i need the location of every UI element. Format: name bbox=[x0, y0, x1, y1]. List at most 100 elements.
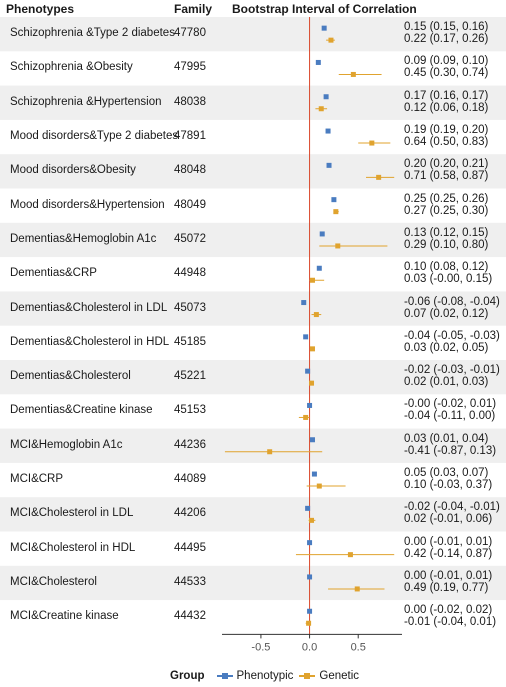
genetic-point bbox=[309, 380, 315, 386]
phenotypic-point bbox=[305, 368, 311, 374]
phenotype-pair-label: MCI&Hemoglobin A1c bbox=[10, 438, 123, 451]
genetic-point bbox=[309, 517, 315, 523]
family-size-label: 44089 bbox=[174, 473, 206, 486]
legend-title: Group bbox=[170, 670, 205, 682]
genetic-interval-text: 0.29 (0.10, 0.80) bbox=[404, 238, 489, 251]
genetic-interval-text: 0.10 (-0.03, 0.37) bbox=[404, 479, 493, 492]
phenotypic-point bbox=[319, 231, 325, 237]
genetic-point bbox=[376, 174, 382, 180]
phenotype-pair-label: Mood disorders&Hypertension bbox=[10, 198, 165, 211]
genetic-point bbox=[333, 209, 339, 215]
genetic-point bbox=[309, 277, 315, 283]
phenotype-pair-label: Dementias&Cholesterol in LDL bbox=[10, 301, 168, 314]
genetic-point bbox=[303, 414, 309, 420]
genetic-interval-text: 0.03 (0.02, 0.05) bbox=[404, 341, 489, 354]
phenotypic-interval-text: 0.19 (0.19, 0.20) bbox=[404, 124, 489, 137]
genetic-interval-text: 0.07 (0.02, 0.12) bbox=[404, 307, 489, 320]
phenotypic-point bbox=[311, 471, 317, 477]
family-size-label: 45221 bbox=[174, 370, 206, 383]
interval-header: Bootstrap Interval of Correlation bbox=[232, 2, 417, 16]
genetic-point bbox=[316, 483, 322, 489]
family-size-label: 45185 bbox=[174, 335, 206, 348]
family-size-label: 45072 bbox=[174, 232, 206, 245]
phenotypic-interval-text: -0.02 (-0.03, -0.01) bbox=[404, 364, 500, 377]
phenotype-pair-label: MCI&Cholesterol in LDL bbox=[10, 507, 134, 520]
phenotype-pair-label: MCI&CRP bbox=[10, 473, 64, 486]
phenotypic-point bbox=[316, 265, 322, 271]
phenotypic-interval-text: 0.25 (0.25, 0.26) bbox=[404, 192, 489, 205]
phenotype-pair-label: Schizophrenia &Type 2 diabetes bbox=[10, 27, 175, 40]
phenotypic-point bbox=[331, 197, 337, 203]
phenotypic-point bbox=[325, 128, 331, 134]
phenotypic-point bbox=[326, 162, 332, 168]
phenotypic-interval-text: 0.17 (0.16, 0.17) bbox=[404, 89, 489, 102]
phenotypic-interval-text: -0.00 (-0.02, 0.01) bbox=[404, 398, 497, 411]
phenotypic-interval-text: 0.13 (0.12, 0.15) bbox=[404, 226, 489, 239]
genetic-point bbox=[318, 106, 324, 112]
phenotype-pair-label: MCI&Cholesterol in HDL bbox=[10, 541, 136, 554]
genetic-interval-text: -0.04 (-0.11, 0.00) bbox=[404, 410, 496, 423]
phenotypic-interval-text: 0.10 (0.08, 0.12) bbox=[404, 261, 489, 274]
family-size-label: 44206 bbox=[174, 507, 206, 520]
phenotypes-header: Phenotypes bbox=[6, 2, 75, 16]
phenotypic-point bbox=[309, 437, 315, 443]
row-stripe bbox=[0, 565, 506, 601]
phenotype-pair-label: Dementias&Hemoglobin A1c bbox=[10, 232, 157, 245]
phenotype-pair-label: Mood disorders&Obesity bbox=[10, 164, 136, 177]
phenotypic-point bbox=[305, 505, 311, 511]
genetic-point bbox=[369, 140, 375, 146]
family-size-label: 45153 bbox=[174, 404, 206, 417]
row-stripe bbox=[0, 497, 506, 532]
family-size-label: 48048 bbox=[174, 164, 206, 177]
phenotypic-interval-text: 0.00 (-0.01, 0.01) bbox=[404, 569, 493, 582]
phenotypic-point bbox=[301, 300, 307, 306]
family-size-label: 48049 bbox=[174, 198, 206, 211]
family-size-label: 45073 bbox=[174, 301, 206, 314]
phenotype-pair-label: Dementias&Cholesterol bbox=[10, 370, 131, 383]
genetic-interval-text: 0.49 (0.19, 0.77) bbox=[404, 581, 489, 594]
phenotype-pair-label: Dementias&CRP bbox=[10, 267, 97, 280]
row-stripe bbox=[0, 360, 506, 395]
family-size-label: 47891 bbox=[174, 130, 206, 143]
phenotype-pair-label: MCI&Creatine kinase bbox=[10, 610, 119, 623]
genetic-interval-text: -0.01 (-0.04, 0.01) bbox=[404, 616, 497, 629]
family-size-label: 44495 bbox=[174, 541, 206, 554]
genetic-interval-text: -0.41 (-0.87, 0.13) bbox=[404, 444, 497, 457]
legend-genetic-swatch bbox=[299, 671, 316, 681]
genetic-interval-text: 0.02 (-0.01, 0.06) bbox=[404, 513, 493, 526]
genetic-interval-text: 0.03 (-0.00, 0.15) bbox=[404, 273, 493, 286]
phenotypic-interval-text: 0.15 (0.15, 0.16) bbox=[404, 21, 489, 34]
genetic-interval-text: 0.12 (0.06, 0.18) bbox=[404, 101, 489, 114]
genetic-point bbox=[267, 449, 273, 455]
phenotypic-point bbox=[315, 59, 321, 65]
genetic-interval-text: 0.42 (-0.14, 0.87) bbox=[404, 547, 493, 560]
phenotypic-point bbox=[307, 608, 313, 614]
genetic-interval-text: 0.71 (0.58, 0.87) bbox=[404, 170, 489, 183]
phenotypic-interval-text: 0.09 (0.09, 0.10) bbox=[404, 55, 489, 68]
genetic-interval-text: 0.02 (0.01, 0.03) bbox=[404, 376, 489, 389]
genetic-point bbox=[306, 620, 312, 626]
phenotypic-interval-text: -0.04 (-0.05, -0.03) bbox=[404, 329, 500, 342]
genetic-interval-text: 0.27 (0.25, 0.30) bbox=[404, 204, 489, 217]
family-header: Family bbox=[174, 2, 213, 16]
phenotype-pair-label: Schizophrenia &Obesity bbox=[10, 61, 133, 74]
phenotypic-interval-text: 0.20 (0.20, 0.21) bbox=[404, 158, 489, 171]
family-size-label: 44533 bbox=[174, 575, 206, 588]
phenotype-pair-label: Dementias&Creatine kinase bbox=[10, 404, 153, 417]
genetic-interval-text: 0.64 (0.50, 0.83) bbox=[404, 136, 489, 149]
genetic-interval-text: 0.22 (0.17, 0.26) bbox=[404, 33, 489, 46]
legend: Group Phenotypic Genetic bbox=[170, 670, 359, 682]
genetic-point bbox=[347, 552, 353, 558]
phenotypic-interval-text: 0.00 (-0.02, 0.02) bbox=[404, 604, 493, 617]
phenotypic-interval-text: 0.00 (-0.01, 0.01) bbox=[404, 535, 493, 548]
row-stripe bbox=[0, 291, 506, 326]
genetic-point bbox=[350, 71, 356, 77]
phenotypic-point bbox=[303, 334, 309, 340]
phenotypic-point bbox=[321, 25, 327, 31]
family-size-label: 44432 bbox=[174, 610, 206, 623]
row-stripe bbox=[0, 154, 506, 189]
phenotype-pair-label: Dementias&Cholesterol in HDL bbox=[10, 335, 170, 348]
genetic-point bbox=[354, 586, 360, 592]
phenotypic-point bbox=[307, 402, 313, 408]
